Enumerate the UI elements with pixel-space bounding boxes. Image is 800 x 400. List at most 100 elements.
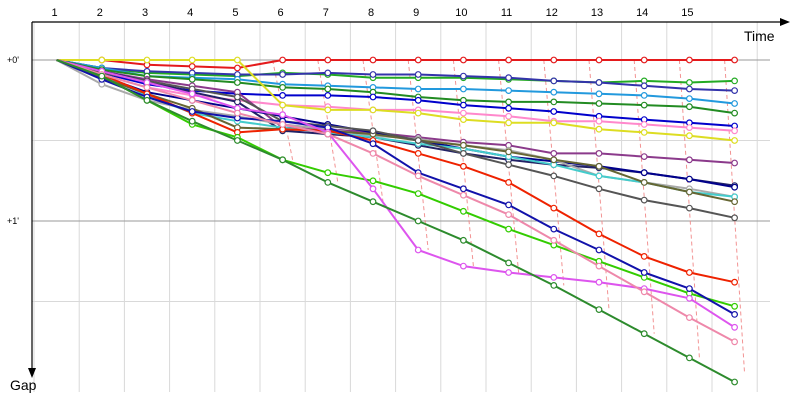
series-point: [550, 282, 558, 289]
series-point: [686, 79, 693, 86]
series-point: [414, 85, 422, 93]
series-point: [505, 87, 513, 94]
series-point: [595, 230, 603, 238]
series-point: [686, 103, 693, 111]
series-point: [595, 278, 603, 286]
series-point: [279, 83, 287, 91]
series-point: [595, 246, 603, 254]
series-point: [188, 63, 196, 70]
series-line: [56, 59, 735, 203]
series-point: [233, 93, 241, 101]
series-point: [686, 294, 693, 302]
series-point: [188, 117, 196, 125]
series-line: [56, 59, 736, 329]
series-point: [550, 56, 558, 64]
series-point: [686, 132, 693, 140]
series-point: [233, 64, 241, 72]
series-point: [686, 175, 693, 183]
series-point: [460, 109, 467, 117]
series-point: [640, 120, 648, 128]
series-point: [686, 204, 693, 212]
series-point: [143, 83, 151, 91]
lap-label: 8: [368, 7, 374, 19]
series-point: [279, 120, 287, 128]
series-point: [640, 56, 648, 64]
series-point: [731, 56, 738, 64]
series-point: [414, 109, 422, 117]
series-line: [56, 59, 735, 308]
lap-label: 11: [501, 7, 512, 19]
axes: 1 2 3 4 5 6 7 8 9 10 11 12 13 14 15+0'+1': [7, 7, 790, 378]
series-point: [188, 90, 196, 98]
series-point: [460, 191, 467, 199]
series-point: [505, 98, 513, 106]
series-line: [56, 59, 735, 92]
y-tick-label: +1': [7, 216, 19, 226]
series-point: [460, 141, 467, 149]
y-axis-arrow: [28, 368, 36, 378]
series-point: [279, 56, 287, 64]
series-line: [56, 59, 736, 383]
series-15: [56, 59, 738, 222]
series-point: [686, 188, 693, 196]
series-group: [56, 56, 738, 386]
series-point: [414, 172, 422, 180]
series-point: [731, 311, 738, 318]
series-point: [595, 125, 603, 133]
series-point: [460, 262, 467, 270]
lap-label: 1: [52, 7, 58, 19]
series-point: [414, 137, 422, 144]
series-point: [233, 79, 241, 86]
series-point: [505, 119, 513, 127]
series-point: [640, 153, 648, 161]
series-point: [324, 178, 332, 186]
series-21: [56, 59, 738, 386]
series-point: [414, 246, 422, 254]
series-point: [686, 95, 693, 102]
pit-line: [588, 59, 610, 310]
series-point: [595, 90, 603, 98]
series-point: [369, 106, 377, 114]
series-point: [686, 156, 693, 164]
series-point: [731, 77, 738, 85]
series-point: [279, 91, 287, 99]
series-8: [56, 56, 738, 144]
series-point: [595, 79, 603, 86]
series-point: [595, 149, 603, 157]
lap-label: 2: [97, 7, 103, 19]
series-point: [731, 100, 738, 107]
series-point: [98, 56, 106, 64]
series-point: [324, 130, 332, 138]
series-point: [279, 71, 287, 78]
series-point: [505, 211, 513, 219]
series-point: [505, 161, 513, 169]
series-point: [369, 177, 377, 185]
series-point: [731, 198, 738, 206]
series-point: [279, 101, 287, 109]
series-point: [188, 108, 196, 115]
series-point: [640, 269, 648, 276]
series-point: [460, 162, 467, 170]
series-point: [369, 71, 377, 78]
series-line: [56, 59, 735, 142]
series-point: [731, 137, 738, 144]
series-point: [595, 262, 603, 270]
series-point: [686, 354, 693, 362]
series-point: [731, 214, 738, 222]
series-point: [143, 56, 151, 64]
series-point: [369, 127, 377, 135]
series-point: [640, 101, 648, 109]
series-point: [550, 119, 558, 127]
series-line: [56, 59, 735, 115]
series-point: [731, 159, 738, 167]
lap-label: 4: [187, 7, 193, 19]
series-point: [460, 101, 467, 109]
y-tick-label: +0': [7, 55, 19, 65]
series-line: [56, 59, 735, 84]
series-point: [505, 201, 513, 209]
lap-label: 5: [232, 7, 238, 19]
series-point: [550, 149, 558, 157]
series-point: [369, 185, 377, 193]
series-point: [640, 288, 648, 296]
